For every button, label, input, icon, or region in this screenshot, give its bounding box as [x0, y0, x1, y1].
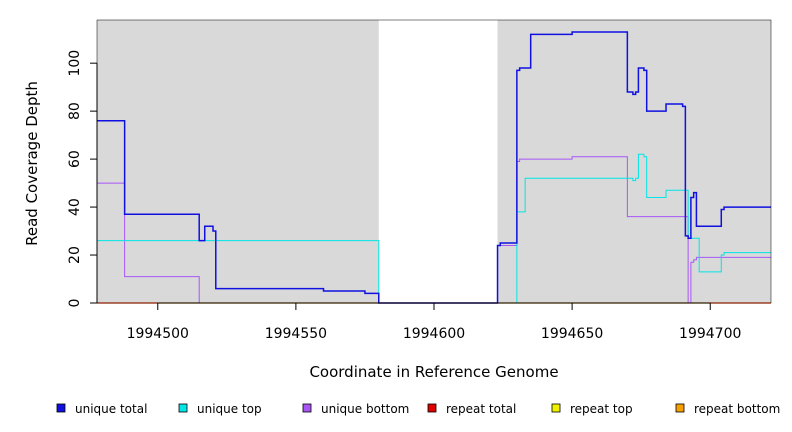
legend-swatch-repeat-bottom: [675, 403, 685, 413]
x-tick-label-1994650: 1994650: [541, 326, 603, 342]
y-tick-label-80: 80: [67, 102, 83, 120]
y-tick-label-60: 60: [67, 150, 83, 168]
legend-label-unique-total: unique total: [75, 402, 147, 416]
series-unique-total: [97, 31, 771, 304]
legend-label-repeat-bottom: repeat bottom: [694, 402, 780, 416]
legend-swatch-repeat-total: [427, 403, 437, 413]
legend-swatch-repeat-top: [551, 403, 561, 413]
x-tick-label-1994550: 1994550: [265, 326, 327, 342]
y-tick-label-20: 20: [67, 246, 83, 264]
y-tick-label-40: 40: [67, 198, 83, 216]
shaded-region-0: [97, 20, 379, 303]
y-axis: 0 20 40 60 80 100: [67, 50, 98, 308]
legend-swatch-unique-top: [178, 403, 188, 413]
y-axis-label: Read Coverage Depth: [23, 81, 41, 246]
legend-swatch-unique-bottom: [302, 403, 312, 413]
legend-label-unique-top: unique top: [197, 402, 262, 416]
legend-label-repeat-top: repeat top: [570, 402, 633, 416]
legend-label-repeat-total: repeat total: [446, 402, 516, 416]
y-tick-label-0: 0: [67, 299, 83, 308]
x-tick-label-1994700: 1994700: [679, 326, 741, 342]
y-tick-label-100: 100: [67, 50, 83, 77]
legend-swatch-unique-total: [56, 403, 66, 413]
x-tick-label-1994600: 1994600: [403, 326, 465, 342]
x-axis-label: Coordinate in Reference Genome: [309, 363, 558, 381]
shaded-regions: [97, 20, 771, 303]
shaded-region-1: [497, 20, 771, 303]
legend: unique total unique top unique bottom repea…: [56, 402, 780, 416]
x-axis: 1994500 1994550 1994600 1994650 1994700: [127, 302, 741, 342]
legend-label-unique-bottom: unique bottom: [321, 402, 409, 416]
x-tick-label-1994500: 1994500: [127, 326, 189, 342]
